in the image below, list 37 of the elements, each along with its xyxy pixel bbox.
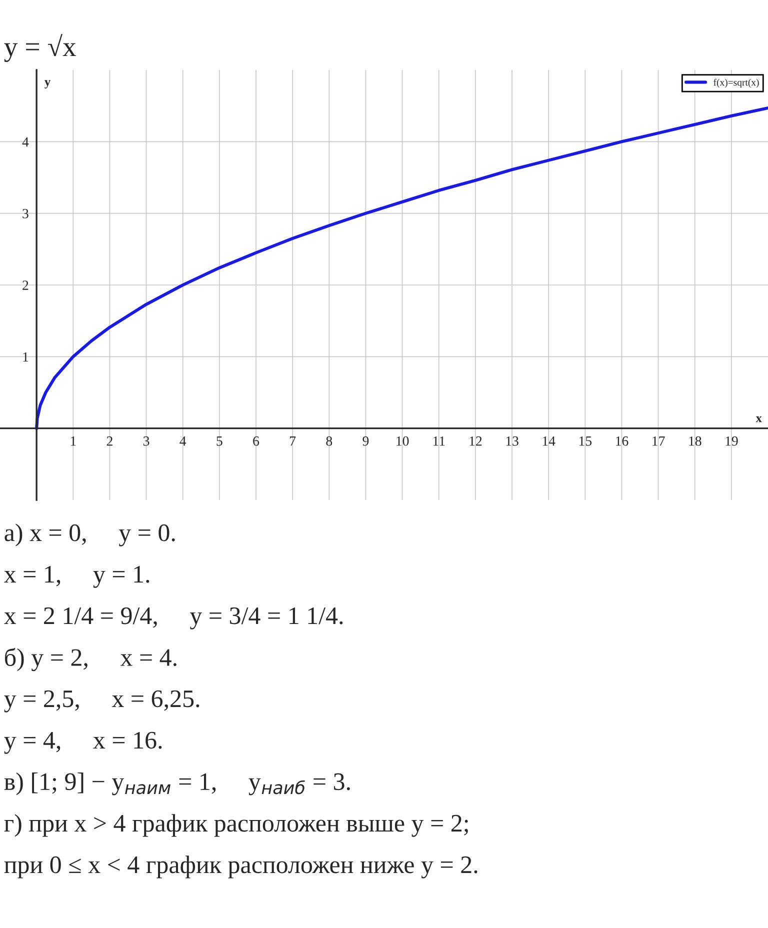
text: при 0 ≤ x < 4 график расположен ниже y = 2. [4, 856, 478, 878]
text: y = 4, x = 16. [4, 732, 162, 754]
y-tick-label: 1 [23, 352, 28, 362]
y-tick-label: 3 [22, 208, 28, 218]
text: в) [1; 9] − y$_{наим}$ = 1, y$_{наиб}$ = 3. [4, 772, 350, 796]
x-tick-label: 19 [726, 436, 738, 446]
text: x = 2 1/4 = 9/4, y = 3/4 = 1 1/4. [4, 607, 343, 630]
x-tick-label: 8 [326, 436, 332, 446]
y-tick-label: 2 [22, 280, 28, 290]
text: б) y = 2, x = 4. [5, 648, 176, 672]
legend-label: f(x)=sqrt(x) [714, 78, 759, 88]
x-tick-label: 17 [652, 436, 665, 446]
x-tick-label: 11 [433, 436, 445, 446]
x-tick-label: 9 [362, 436, 369, 446]
x-tick-label: 12 [470, 436, 482, 446]
x-tick-label: 4 [180, 436, 186, 446]
x-tick-label: 15 [579, 436, 592, 446]
x-tick-label: 13 [506, 436, 518, 446]
x-tick-label: 16 [616, 436, 628, 446]
chart-title: y = √x [4, 34, 76, 62]
text: x = 1, y = 1. [4, 566, 150, 588]
x-tick-label: 6 [253, 436, 260, 446]
x-tick-label: 5 [216, 436, 222, 446]
x-axis-title: x [756, 416, 762, 422]
text: а) x = 0, y = 0. [4, 524, 175, 546]
text: y = 2,5, x = 6,25. [4, 690, 200, 712]
x-tick-label: 3 [143, 436, 150, 446]
x-tick-label: 18 [689, 436, 702, 446]
x-tick-label: 10 [396, 436, 409, 446]
y-axis-title: y [44, 80, 51, 89]
x-tick-label: 7 [290, 436, 296, 446]
x-tick-label: 2 [106, 436, 112, 446]
x-tick-label: 14 [542, 436, 556, 446]
x-tick-label: 1 [70, 436, 76, 446]
line-series [35, 106, 768, 430]
y-tick-label: 4 [22, 137, 29, 146]
text: г) при x > 4 график расположен выше y = 2; [4, 814, 468, 837]
